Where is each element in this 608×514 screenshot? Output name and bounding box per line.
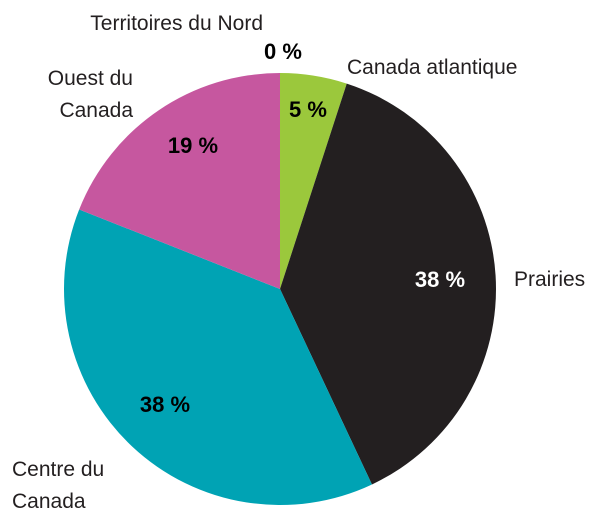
- value-label: 0 %: [264, 39, 302, 64]
- pie-slice: [64, 209, 372, 506]
- pie-slice: [280, 83, 496, 485]
- category-label: Centre du Canada: [12, 458, 105, 513]
- category-label: Ouest du Canada: [47, 67, 133, 122]
- category-label: Territoires du Nord: [90, 12, 263, 35]
- category-label: Canada atlantique: [347, 56, 518, 79]
- pie-slice: [280, 73, 347, 289]
- pie-slice: [79, 73, 281, 289]
- value-label: 5 %: [289, 97, 327, 122]
- value-label: 38 %: [139, 392, 191, 417]
- value-label: 19 %: [167, 133, 219, 158]
- value-label: 38 %: [414, 267, 466, 292]
- category-label: Prairies: [514, 268, 586, 291]
